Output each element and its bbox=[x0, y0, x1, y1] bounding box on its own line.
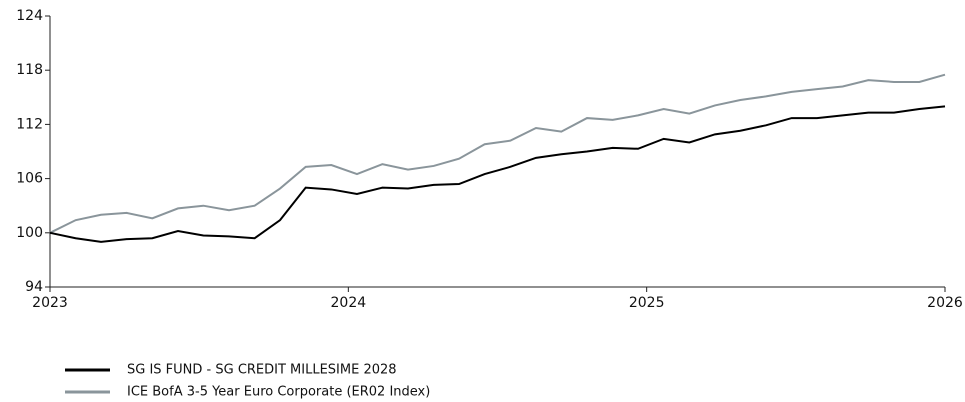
line-series bbox=[49, 73, 946, 234]
x-tick-label: 2024 bbox=[331, 295, 367, 311]
legend-label: SG IS FUND - SG CREDIT MILLESIME 2028 bbox=[127, 363, 397, 378]
legend-label: ICE BofA 3-5 Year Euro Corporate (ER02 I… bbox=[127, 385, 430, 400]
y-tick-label: 112 bbox=[16, 116, 43, 132]
y-tick-label: 118 bbox=[16, 62, 43, 78]
x-tick-label: 2025 bbox=[629, 295, 665, 311]
y-tick-label: 124 bbox=[16, 8, 43, 24]
y-tick-label: 100 bbox=[16, 225, 43, 241]
x-tick-label: 2026 bbox=[927, 295, 963, 311]
y-tick-label: 106 bbox=[16, 171, 43, 187]
x-tick-label: 2023 bbox=[32, 295, 68, 311]
line-series bbox=[49, 105, 946, 243]
y-tick-label: 94 bbox=[25, 279, 43, 295]
